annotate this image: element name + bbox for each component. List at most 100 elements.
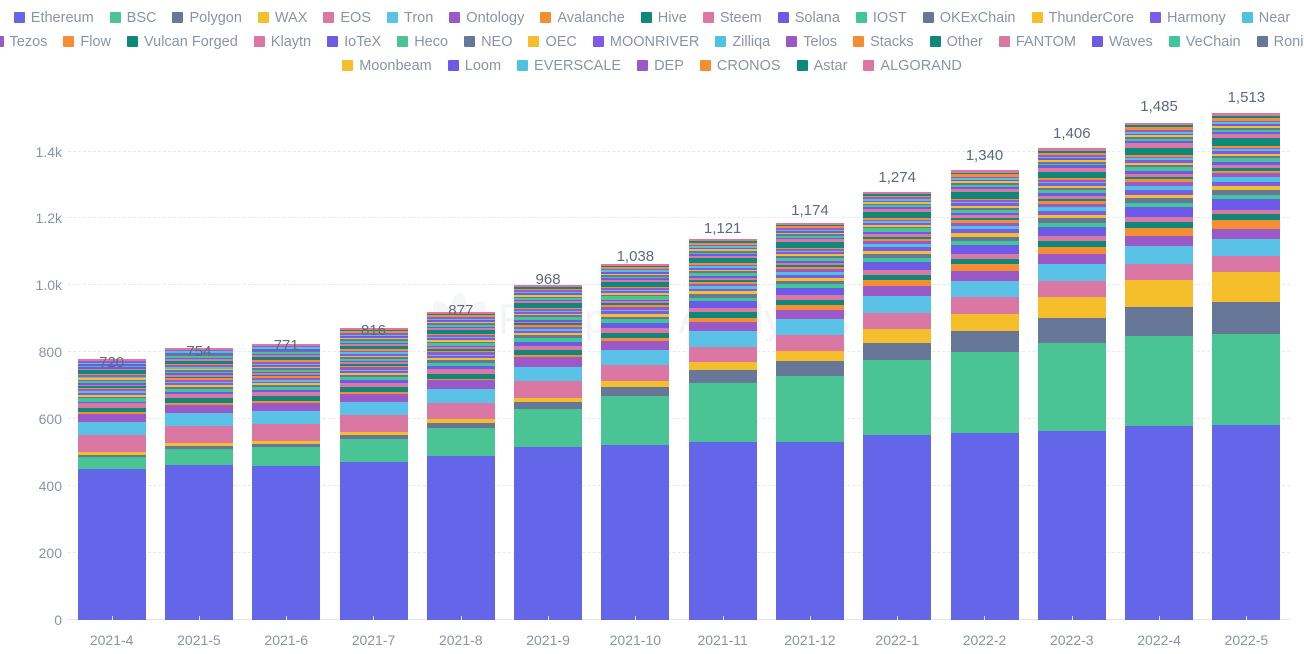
bar-segment[interactable] [601,263,670,266]
bar-segment[interactable] [1037,185,1106,188]
bar-group[interactable]: 1,121 [688,88,757,620]
bar-segment[interactable] [863,342,932,361]
bar-segment[interactable] [1037,342,1106,431]
stacked-bar[interactable] [426,312,495,620]
bar-segment[interactable] [1125,336,1194,427]
bar-segment[interactable] [164,385,233,388]
bar-segment[interactable] [863,191,932,194]
bar-segment[interactable] [950,172,1019,175]
bar-segment[interactable] [252,443,321,448]
bar-segment[interactable] [601,309,670,312]
bar-segment[interactable] [1125,131,1194,134]
bar-segment[interactable] [252,401,321,403]
bar-segment[interactable] [1212,145,1281,148]
legend-item-stacks[interactable]: Stacks [853,34,914,50]
legend-item-telos[interactable]: Telos [786,34,837,50]
bar-segment[interactable] [164,404,233,413]
bar-segment[interactable] [1125,137,1194,140]
bar-segment[interactable] [688,266,757,269]
bar-segment[interactable] [252,369,321,372]
bar-segment[interactable] [1037,189,1106,194]
legend-item-waves[interactable]: Waves [1092,34,1153,50]
bar-segment[interactable] [339,382,408,388]
bar-segment[interactable] [775,361,844,376]
stacked-bar[interactable] [1212,113,1281,620]
bar-segment[interactable] [1037,297,1106,319]
bar-segment[interactable] [426,320,495,322]
bar-segment[interactable] [514,350,583,356]
bar-segment[interactable] [1212,131,1281,134]
bar-segment[interactable] [1125,190,1194,195]
bar-segment[interactable] [1037,318,1106,343]
bar-segment[interactable] [426,388,495,403]
bar-segment[interactable] [514,291,583,294]
bar-segment[interactable] [426,419,495,423]
bar-segment[interactable] [863,198,932,201]
bar-segment[interactable] [601,296,670,300]
bar-segment[interactable] [1037,178,1106,180]
bar-segment[interactable] [426,373,495,379]
bar-segment[interactable] [252,371,321,374]
bar-segment[interactable] [514,321,583,324]
bar-segment[interactable] [688,291,757,295]
bar-segment[interactable] [1125,235,1194,247]
bar-segment[interactable] [601,333,670,338]
bar-segment[interactable] [688,252,757,255]
bar-segment[interactable] [1037,187,1106,190]
bar-segment[interactable] [775,288,844,296]
bar-group[interactable]: 1,038 [601,88,670,620]
bar-segment[interactable] [1037,179,1106,182]
bar-segment[interactable] [1125,165,1194,167]
bar-segment[interactable] [1037,152,1106,156]
bar-segment[interactable] [863,254,932,259]
bar-segment[interactable] [950,330,1019,352]
bar-segment[interactable] [426,338,495,340]
bar-segment[interactable] [1037,165,1106,168]
bar-segment[interactable] [77,413,146,423]
bar-segment[interactable] [164,349,233,352]
bar-segment[interactable] [514,310,583,313]
legend-item-klaytn[interactable]: Klaytn [253,34,311,50]
bar-segment[interactable] [164,465,233,620]
bar-segment[interactable] [164,392,233,394]
bar-segment[interactable] [1125,194,1194,198]
bar-segment[interactable] [252,365,321,367]
bar-segment[interactable] [601,365,670,382]
bar-segment[interactable] [339,333,408,335]
bar-segment[interactable] [950,222,1019,226]
bar-segment[interactable] [164,426,233,444]
bar-segment[interactable] [77,373,146,376]
bar-segment[interactable] [339,360,408,363]
bar-segment[interactable] [514,287,583,289]
bar-segment[interactable] [77,379,146,382]
bar-segment[interactable] [339,435,408,439]
bar-segment[interactable] [514,329,583,331]
bar-segment[interactable] [863,228,932,233]
bar-segment[interactable] [1125,426,1194,620]
bar-segment[interactable] [1037,193,1106,196]
bar-segment[interactable] [950,200,1019,202]
bar-segment[interactable] [688,280,757,282]
bar-segment[interactable] [1125,197,1194,203]
bar-segment[interactable] [601,275,670,277]
bar-segment[interactable] [252,368,321,370]
bar-segment[interactable] [1037,430,1106,620]
bar-segment[interactable] [164,379,233,382]
bar-segment[interactable] [601,286,670,289]
bar-segment[interactable] [252,345,321,348]
bar-segment[interactable] [1212,117,1281,121]
bar-segment[interactable] [1037,195,1106,199]
bar-segment[interactable] [950,207,1019,210]
bar-segment[interactable] [950,240,1019,246]
bar-segment[interactable] [77,364,146,366]
bar-segment[interactable] [1125,135,1194,138]
bar-segment[interactable] [1212,189,1281,195]
bar-segment[interactable] [950,313,1019,331]
bar-segment[interactable] [601,319,670,324]
bar-segment[interactable] [339,362,408,365]
bar-segment[interactable] [339,357,408,359]
bar-segment[interactable] [1125,173,1194,178]
bar-segment[interactable] [863,219,932,222]
bar-segment[interactable] [77,386,146,388]
bar-segment[interactable] [252,373,321,375]
